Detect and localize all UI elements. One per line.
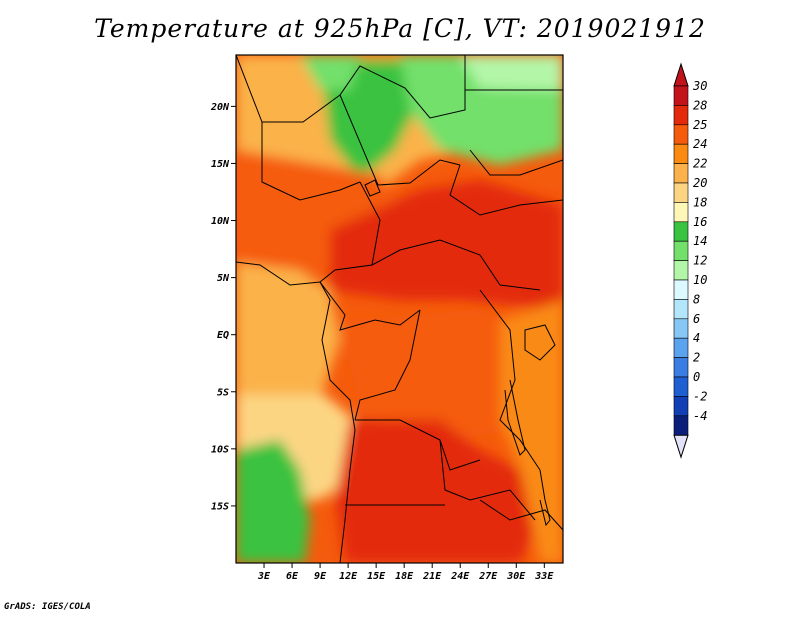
region-congo-basin [340,310,520,440]
border-congo-drc [354,309,421,421]
region-east-africa-lakes [500,300,563,563]
lon-tick-label: 30E [506,571,526,582]
lake-victoria [524,324,556,361]
lat-tick-label: 5N [217,273,230,284]
colorbar-label: 8 [693,292,700,306]
colorbar-top-arrow [673,62,689,87]
colorbar-label: 28 [693,98,707,112]
border-mali-burkina [261,122,361,201]
colorbar-swatch [673,376,689,397]
colorbar-label: 30 [692,79,707,93]
region-angola-zambia-hot [335,420,540,563]
colorbar-swatch [673,105,689,126]
colorbar-label: -2 [693,389,707,403]
lat-tick-label: EQ [217,330,229,341]
map-title: Temperature at 925hPa [C], VT: 201902191… [94,14,706,43]
lake-malawi [539,469,551,527]
colorbar-label: 10 [693,273,707,287]
lat-tick-label: 15S [211,501,229,512]
lon-tick-label: 9E [314,571,327,582]
border-algeria-mauritania-mali [236,55,466,123]
colorbar-swatch [673,396,689,417]
lon-tick-label: 15E [367,571,386,582]
region-egypt-cool [460,55,563,90]
border-cameroon-car [371,239,541,291]
colorbar-label: 6 [693,312,700,326]
lon-tick-label: 27E [478,571,498,582]
colorbar-swatch [673,163,689,184]
region-chad-car-hot [330,180,563,310]
colorbar-label: 12 [693,254,707,268]
colorbar-bottom-arrow [673,434,689,459]
country-borders [236,55,563,563]
colorbar-swatch [673,182,689,203]
colorbar-swatch [673,260,689,281]
lat-tick-label: 20N [210,102,230,113]
lake-chad [364,179,381,197]
map-figure: 20N 15N 10N 5N EQ 5S 10S 15S 3E 6E 9E 12E 15E 18E 21E… [210,54,707,582]
colorbar-label: 2 [693,351,700,365]
colorbar-swatch [673,85,689,106]
colorbar-label: 25 [693,118,707,132]
colorbar-label: 22 [693,157,707,171]
lat-tick-label: 15N [211,159,230,170]
lon-tick-label: 3E [257,571,271,582]
colorbar-label: 4 [693,331,700,345]
colorbar-swatch [673,337,689,358]
border-gabon-congo [319,281,421,331]
longitude-axis: 3E 6E 9E 12E 15E 18E 21E 24E 27E 30E 33E [257,563,554,582]
nile-border [469,149,563,176]
lat-tick-label: 10N [211,216,230,227]
map-frame [235,54,564,564]
lon-tick-label: 18E [395,571,414,582]
lake-tanganyika [504,379,526,456]
region-gulf-guinea-coast [236,262,340,400]
colorbar-label: 0 [693,370,700,384]
colorbar-label: -4 [693,409,707,423]
colorbar-swatch [673,240,689,261]
colorbar-swatch [673,202,689,223]
colorbar-swatch [673,221,689,242]
border-chad-sudan [449,164,563,216]
lat-tick-label: 10S [211,444,229,455]
region-atlantic-cool-southwest [236,440,310,563]
colorbar-label: 24 [693,137,707,151]
border-angola-zambia [439,439,536,521]
border-libya-egypt [464,55,563,91]
lat-tick-label: 5S [217,387,229,398]
region-nw-green-patch [300,55,360,90]
lon-tick-label: 6E [286,571,299,582]
colorbar-swatch [673,318,689,339]
lon-tick-label: 33E [534,571,554,582]
grads-credit: GrADS: IGES/COLA [4,602,91,612]
colorbar-label: 18 [693,195,707,209]
colorbar-swatch [673,357,689,378]
temperature-field [236,55,563,563]
border-niger-chad [339,94,461,186]
colorbar-swatch [673,124,689,145]
colorbar-label: 20 [693,176,707,190]
colorbar-swatch [673,143,689,164]
coast-west-africa [236,261,356,563]
colorbar-swatch [673,279,689,300]
colorbar-swatch [673,415,689,436]
colorbar-label: 16 [693,215,707,229]
latitude-axis: 20N 15N 10N 5N EQ 5S 10S 15S [210,102,236,512]
colorbar-label: 14 [693,234,707,248]
lon-tick-label: 21E [422,571,442,582]
colorbar-swatch [673,299,689,320]
lon-tick-label: 12E [339,571,358,582]
lon-tick-label: 24E [450,571,470,582]
border-zambia-zimbabwe [479,499,563,531]
